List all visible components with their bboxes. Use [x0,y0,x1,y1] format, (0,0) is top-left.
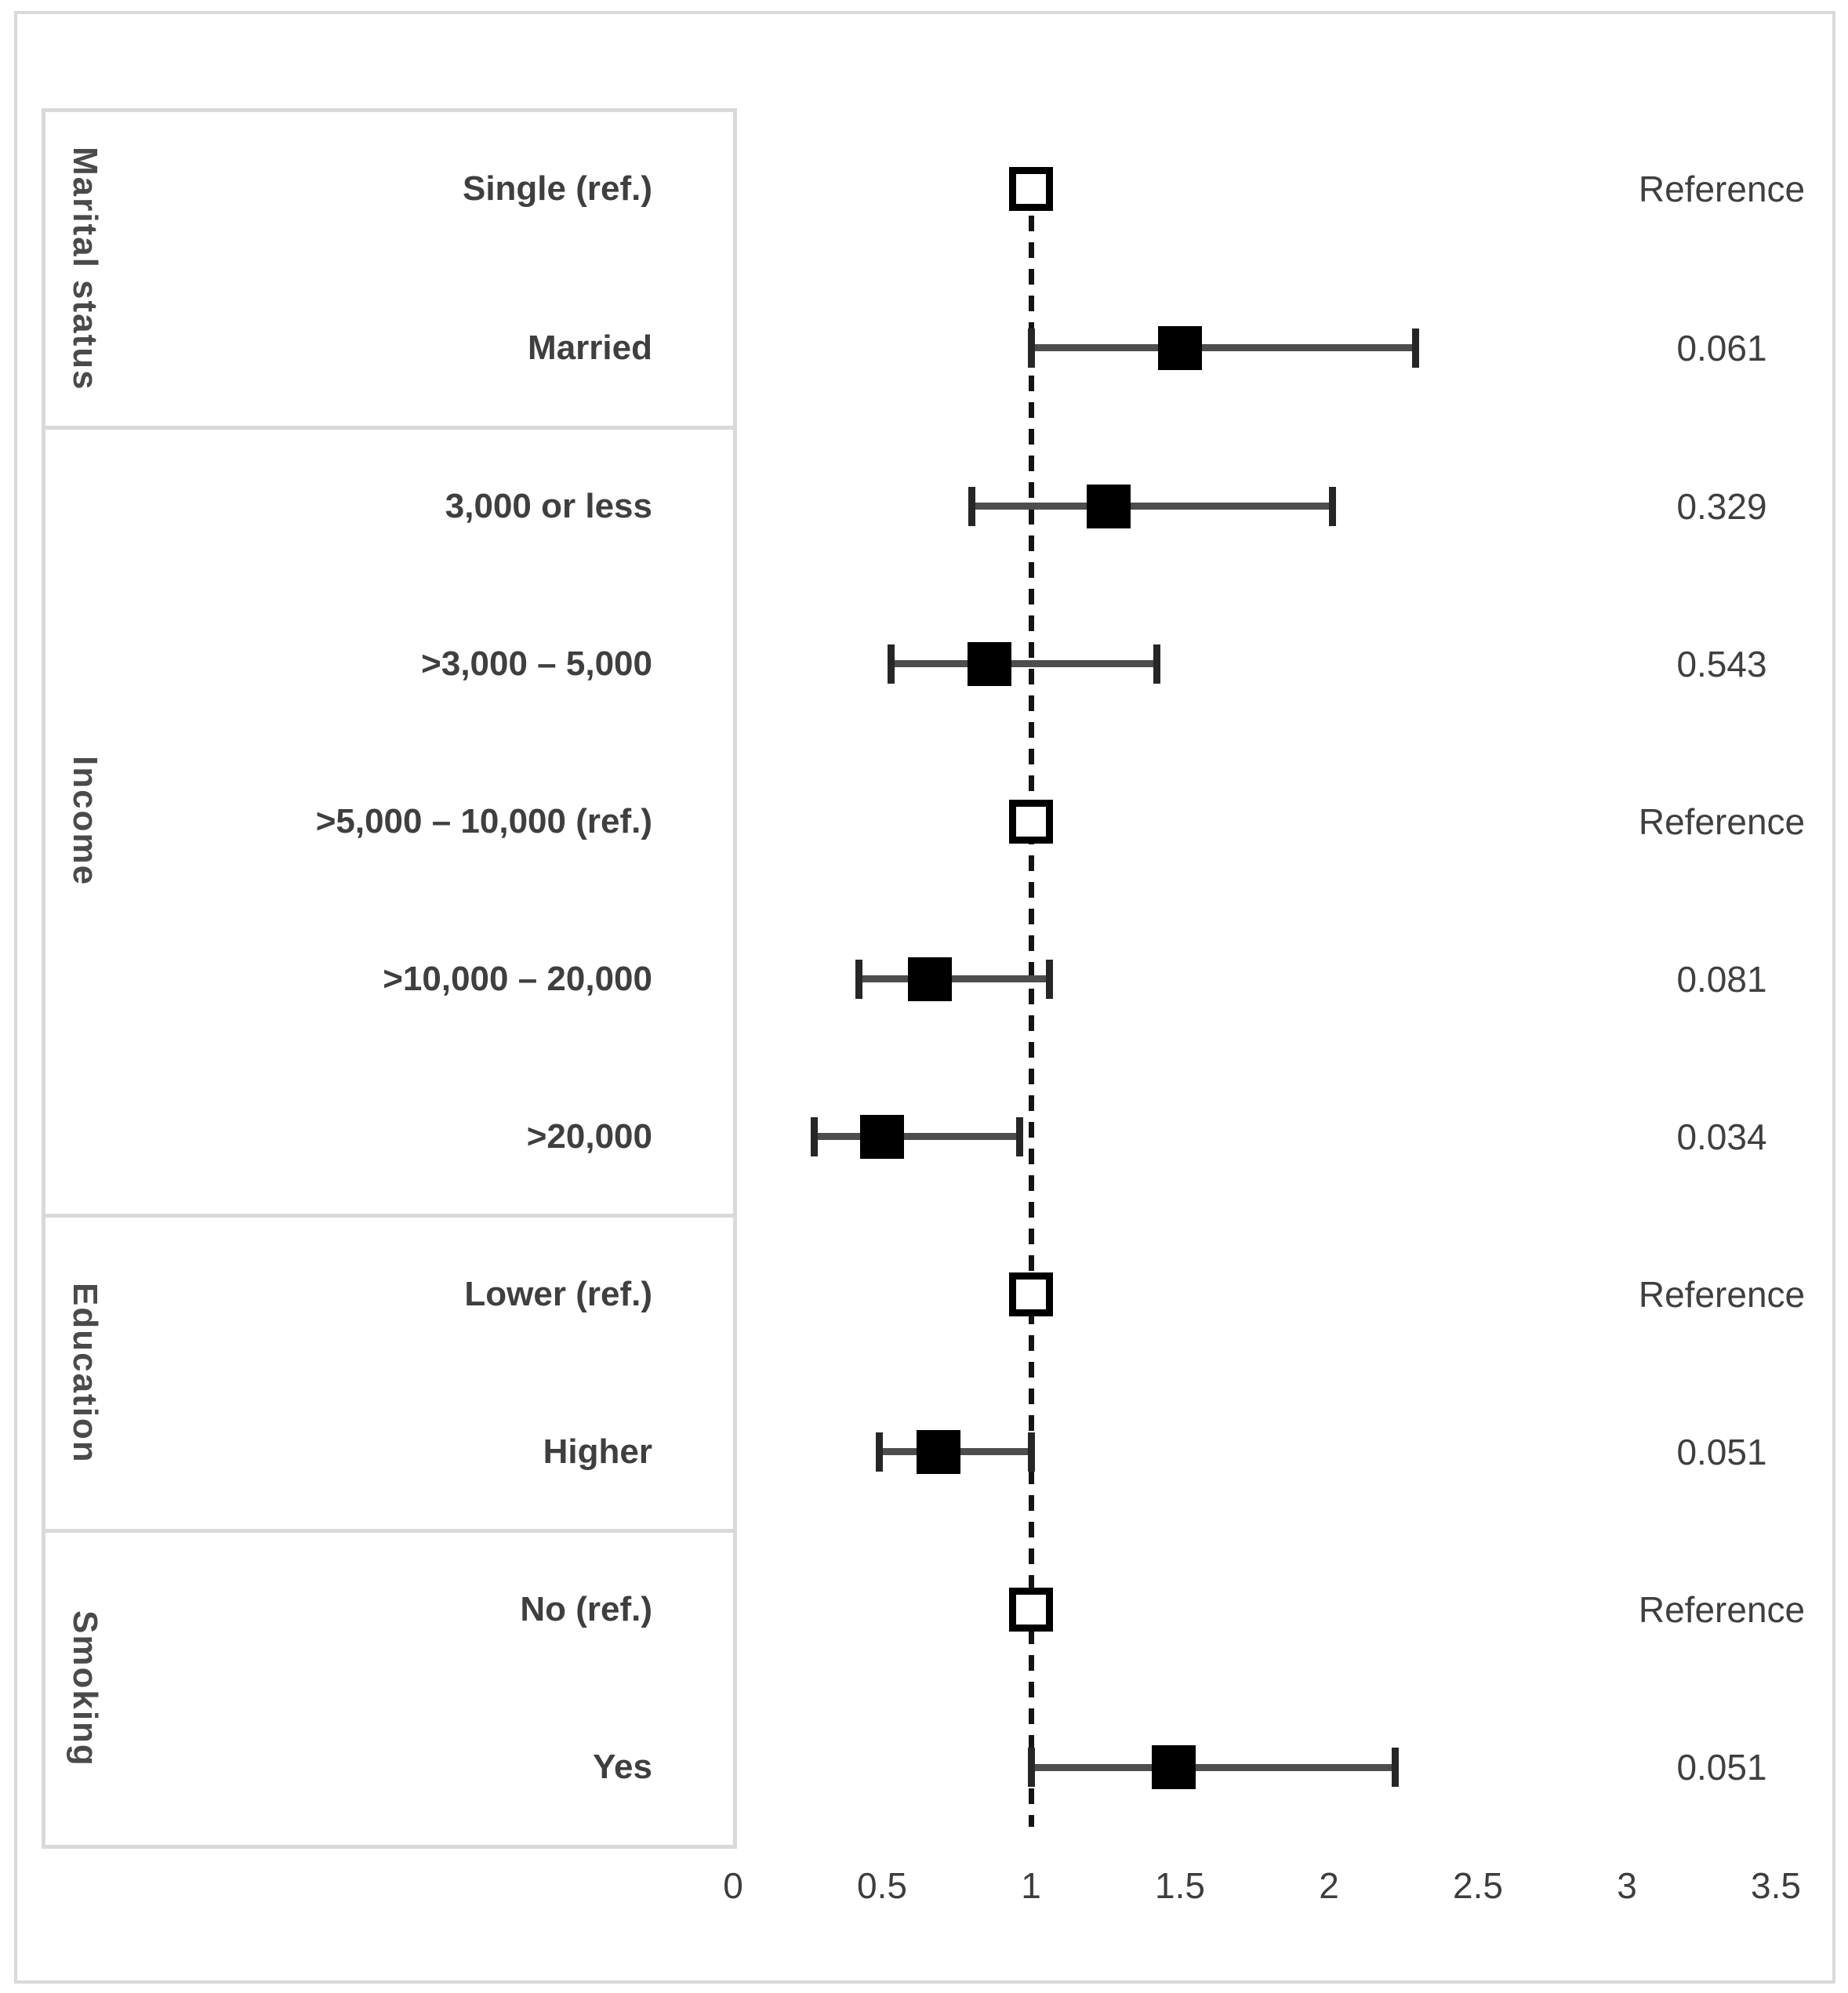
x-axis-tick: 1 [1021,1865,1041,1906]
error-bar-cap-right [1328,486,1336,526]
estimate-marker [860,1114,904,1159]
p-value-text: 0.061 [1676,327,1767,368]
group-label-income: Income [66,756,104,887]
estimate-marker [907,957,952,1001]
reference-text: Reference [1638,1588,1806,1630]
reference-marker [1009,1587,1053,1632]
category-label: 3,000 or less [445,486,652,525]
x-axis-tick: 0.5 [857,1865,907,1906]
x-axis-tick: 2.5 [1453,1865,1503,1906]
group-separator-line [42,425,737,430]
x-axis-tick: 1.5 [1155,1865,1205,1906]
category-label: Single (ref.) [462,169,652,209]
p-value-text: 0.543 [1676,643,1767,684]
error-bar [1031,344,1416,352]
error-bar-cap-left [876,1432,884,1472]
p-value-text: 0.329 [1676,485,1767,527]
error-bar-cap-left [968,486,975,526]
error-bar-cap-right [1028,1432,1035,1472]
group-separator-line [42,1213,737,1218]
estimate-marker [1158,325,1202,370]
group-separator-line [42,1528,737,1533]
reference-text: Reference [1638,169,1806,210]
group-label-smoking: Smoking [66,1610,104,1767]
error-bar-cap-right [1045,959,1053,999]
category-label: Lower (ref.) [464,1274,652,1313]
error-bar [858,975,1049,982]
x-axis-tick: 0 [723,1865,743,1906]
estimate-marker [1086,484,1131,528]
x-axis-tick: 3.5 [1751,1865,1801,1906]
group-label-marital-status: Marital status [66,146,104,391]
error-bar-cap-right [1153,644,1160,684]
category-label: >10,000 – 20,000 [383,959,652,998]
error-bar-cap-left [888,644,895,684]
category-label: No (ref.) [520,1589,652,1628]
reference-line-x1 [1028,189,1034,1827]
category-label: >20,000 [526,1116,652,1156]
label-table-top-border [42,107,737,112]
reference-text: Reference [1638,1273,1806,1315]
category-label: >5,000 – 10,000 (ref.) [315,801,652,840]
error-bar-cap-left [1028,328,1035,368]
group-label-education: Education [66,1282,104,1464]
category-label: Married [528,328,652,367]
estimate-marker [967,641,1011,686]
x-axis-tick: 2 [1319,1865,1339,1906]
error-bar-cap-right [1015,1116,1023,1156]
p-value-text: 0.081 [1676,958,1767,1000]
category-label: >3,000 – 5,000 [421,644,652,683]
reference-marker [1009,167,1053,212]
category-label: Higher [543,1432,652,1471]
label-table-bottom-border [42,1844,737,1849]
p-value-text: 0.034 [1676,1116,1767,1157]
error-bar-cap-left [1028,1748,1035,1788]
error-bar [891,660,1156,667]
p-value-text: 0.051 [1676,1431,1767,1472]
error-bar-cap-right [1391,1748,1399,1788]
reference-marker [1009,799,1053,844]
p-value-text: 0.051 [1676,1747,1767,1788]
error-bar [971,503,1332,510]
error-bar-cap-left [810,1116,818,1156]
error-bar [1031,1763,1395,1771]
reference-text: Reference [1638,800,1806,842]
error-bar-cap-left [855,959,862,999]
label-table-right-border [733,110,737,1846]
error-bar-cap-right [1412,328,1420,368]
x-axis-tick: 3 [1617,1865,1637,1906]
estimate-marker [917,1429,961,1474]
error-bar [813,1133,1019,1140]
label-table-left-border [42,110,45,1846]
category-label: Yes [593,1748,652,1787]
reference-marker [1009,1272,1053,1316]
estimate-marker [1152,1745,1196,1790]
